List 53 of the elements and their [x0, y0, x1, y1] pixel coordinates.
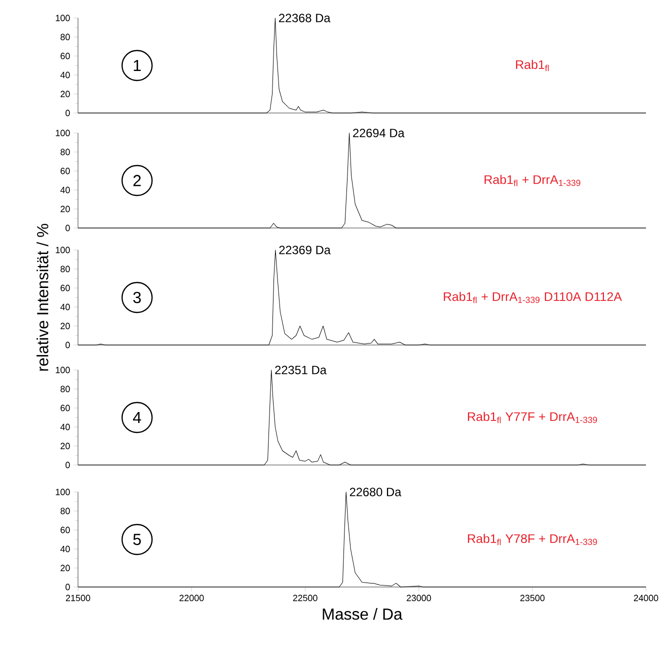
annotation: Rab1$_{fl}$ + DrrA$_{1-339}$	[484, 174, 580, 186]
y-tick-label: 40	[60, 424, 70, 430]
annotation: Rab1$_{fl}$	[516, 60, 549, 72]
y-tick-label: 0	[66, 584, 70, 590]
y-tick-label: 20	[60, 206, 70, 212]
annotation: 22368 Da	[279, 14, 330, 22]
y-tick-label: 60	[60, 284, 70, 292]
y-tick-label: 100	[56, 366, 70, 374]
x-tick-label: 23500	[520, 594, 545, 602]
x-tick-label: 24000	[634, 594, 658, 602]
y-tick-label: 100	[56, 130, 70, 136]
y-tick-label: 40	[60, 304, 70, 310]
x-tick-label: 21500	[66, 594, 90, 602]
y-tick-label: 60	[60, 168, 70, 174]
y-axis-title: relative Intensität / %	[36, 224, 48, 371]
x-tick-label: 22000	[180, 594, 204, 602]
y-tick-label: 0	[66, 110, 70, 116]
y-tick-label: 80	[60, 508, 70, 514]
y-tick-label: 0	[66, 342, 70, 348]
y-tick-label: 20	[60, 90, 70, 98]
y-tick-label: 100	[56, 14, 70, 22]
annotation: 22680 Da	[350, 488, 402, 496]
y-tick-label: 40	[60, 546, 70, 552]
y-tick-label: 60	[60, 526, 70, 534]
y-tick-label: 80	[60, 386, 70, 392]
y-tick-label: 100	[56, 488, 70, 496]
annotation: Rab1$_{fl}$ Y78F + DrrA$_{1-339}$	[468, 534, 597, 546]
annotation: 5	[133, 534, 141, 546]
y-tick-label: 100	[56, 246, 70, 254]
annotation: 3	[133, 292, 141, 304]
annotation: Rab1$_{fl}$ + DrrA$_{1-339}$ D110A D112A	[444, 292, 622, 304]
annotation: 22694 Da	[353, 128, 404, 138]
annotation: 22369 Da	[279, 246, 331, 254]
y-tick-label: 40	[60, 72, 70, 78]
annotation: 1	[134, 60, 141, 71]
y-tick-label: 0	[66, 462, 70, 468]
y-tick-label: 20	[60, 442, 70, 450]
y-tick-label: 40	[60, 186, 70, 194]
y-tick-label: 80	[60, 148, 70, 156]
annotation: 22351 Da	[275, 366, 327, 374]
y-tick-label: 80	[60, 266, 70, 272]
annotation: 4	[132, 412, 142, 424]
y-tick-label: 60	[60, 52, 70, 60]
x-axis-title: Masse / Da	[322, 608, 402, 620]
annotation: 2	[133, 174, 141, 186]
x-tick-label: 23000	[406, 594, 431, 602]
y-tick-label: 20	[60, 564, 70, 572]
y-tick-label: 60	[60, 404, 70, 412]
annotation: Rab1$_{fl}$ Y77F + DrrA$_{1-339}$	[468, 412, 597, 424]
y-tick-label: 20	[60, 322, 70, 330]
y-tick-label: 0	[66, 224, 70, 232]
y-tick-label: 80	[60, 34, 70, 40]
x-tick-label: 22500	[293, 594, 318, 602]
